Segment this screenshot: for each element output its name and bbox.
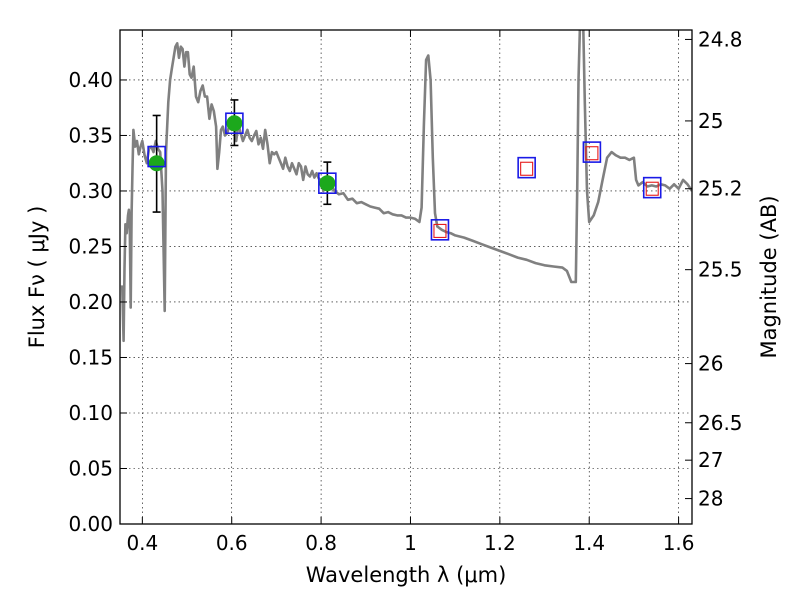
red-square-marker	[520, 161, 534, 176]
x-axis: 0.4 0.6 0.8 1 1.2 1.4 1.6	[126, 30, 695, 555]
y-tick-label: 0.25	[68, 234, 113, 258]
x-tick-label: 1	[404, 531, 417, 555]
spectrum-layer	[120, 30, 692, 343]
y-tick-label: 0.00	[68, 512, 113, 536]
mag-tick-label: 26.5	[698, 411, 743, 435]
y-tick-label: 0.30	[68, 179, 113, 203]
y-tick-label: 0.10	[68, 401, 113, 425]
x-axis-title: Wavelength λ (μm)	[306, 563, 507, 587]
y-tick-label: 0.40	[68, 68, 113, 92]
mag-tick-label: 25.2	[698, 177, 743, 201]
magnitude-axis: 24.8 25 25.2 25.5 26 26.5 27 28	[685, 27, 743, 511]
y-tick-label: 0.35	[68, 123, 113, 147]
mag-tick-label: 24.8	[698, 27, 743, 51]
blue-square-marker	[582, 141, 602, 163]
y-tick-label: 0.05	[68, 456, 113, 480]
mag-tick-label: 28	[698, 487, 723, 511]
x-tick-label: 1.6	[663, 531, 695, 555]
x-tick-label: 1.4	[573, 531, 605, 555]
y2-axis-title: Magnitude (AB)	[757, 195, 781, 358]
x-tick-label: 0.4	[126, 531, 158, 555]
mag-tick-label: 27	[698, 448, 723, 472]
blue-square-marker	[147, 145, 166, 168]
y-tick-label: 0.15	[68, 345, 113, 369]
y-tick-label: 0.20	[68, 290, 113, 314]
x-tick-label: 0.8	[305, 531, 337, 555]
blue-square-marker	[318, 172, 337, 194]
spectrum-line	[120, 30, 692, 343]
marker-layer	[147, 99, 662, 241]
blue-square-marker	[517, 156, 536, 179]
plot-area	[120, 30, 692, 524]
red-square-marker	[585, 146, 599, 161]
plot-frame	[119, 29, 693, 525]
red-square-marker	[645, 181, 659, 196]
y-axis-title: Flux Fν ( μJy )	[25, 206, 49, 349]
mag-tick-label: 25.5	[698, 258, 743, 282]
green-data-point	[148, 155, 165, 172]
mag-tick-label: 26	[698, 352, 723, 376]
blue-square-marker	[225, 112, 244, 135]
x-tick-label: 0.6	[216, 531, 248, 555]
y-axis: 0.00 0.05 0.10 0.15 0.20 0.25 0.30 0.35 0.40	[68, 68, 127, 536]
mag-tick-label: 25	[698, 109, 723, 133]
green-data-point	[226, 115, 243, 132]
x-tick-label: 1.2	[484, 531, 516, 555]
red-square-marker	[433, 223, 447, 238]
blue-square-marker	[642, 176, 662, 199]
green-data-point	[319, 175, 336, 192]
blue-square-marker	[430, 219, 450, 241]
